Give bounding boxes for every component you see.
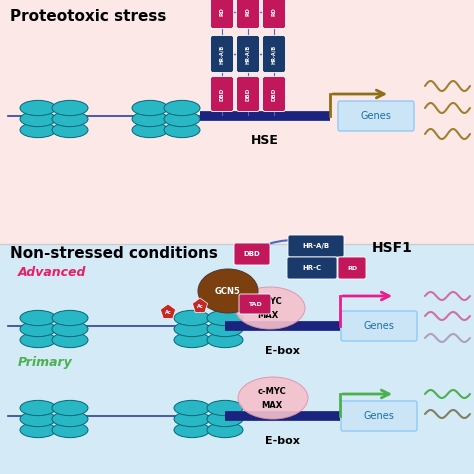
FancyBboxPatch shape xyxy=(210,0,234,28)
Text: E-box: E-box xyxy=(264,436,300,446)
Ellipse shape xyxy=(52,401,88,416)
FancyBboxPatch shape xyxy=(210,36,234,73)
Text: Advanced: Advanced xyxy=(18,266,86,279)
Ellipse shape xyxy=(20,111,56,127)
Ellipse shape xyxy=(52,100,88,116)
Text: HR-C: HR-C xyxy=(302,265,321,271)
Ellipse shape xyxy=(174,422,210,438)
Ellipse shape xyxy=(238,377,308,419)
Text: MAX: MAX xyxy=(257,311,279,320)
Ellipse shape xyxy=(207,310,243,326)
Text: Genes: Genes xyxy=(361,111,392,121)
Text: E-box: E-box xyxy=(264,346,300,356)
Text: GCN5: GCN5 xyxy=(215,286,241,295)
Ellipse shape xyxy=(52,411,88,427)
FancyBboxPatch shape xyxy=(341,311,417,341)
Ellipse shape xyxy=(174,310,210,326)
Ellipse shape xyxy=(207,332,243,347)
Ellipse shape xyxy=(20,321,56,337)
Ellipse shape xyxy=(20,422,56,438)
Text: Ac: Ac xyxy=(164,310,171,315)
Ellipse shape xyxy=(52,111,88,127)
Text: DBD: DBD xyxy=(272,87,276,100)
Text: HR-A/B: HR-A/B xyxy=(302,243,329,249)
Ellipse shape xyxy=(20,411,56,427)
FancyBboxPatch shape xyxy=(237,0,259,28)
FancyBboxPatch shape xyxy=(234,243,270,265)
Ellipse shape xyxy=(207,422,243,438)
Ellipse shape xyxy=(164,100,200,116)
FancyBboxPatch shape xyxy=(287,257,337,279)
Text: HR-A/B: HR-A/B xyxy=(246,45,250,64)
Text: Ac: Ac xyxy=(197,303,203,309)
Ellipse shape xyxy=(174,332,210,347)
FancyBboxPatch shape xyxy=(237,36,259,73)
Ellipse shape xyxy=(198,269,258,313)
Ellipse shape xyxy=(52,422,88,438)
Ellipse shape xyxy=(207,401,243,416)
Ellipse shape xyxy=(20,100,56,116)
Text: RD: RD xyxy=(347,265,357,271)
Text: c-MYC: c-MYC xyxy=(254,297,283,306)
Text: DBD: DBD xyxy=(219,87,225,100)
Bar xyxy=(0,244,474,474)
Text: Genes: Genes xyxy=(364,321,394,331)
FancyBboxPatch shape xyxy=(263,0,285,28)
Ellipse shape xyxy=(164,111,200,127)
Ellipse shape xyxy=(132,122,168,137)
Text: DBD: DBD xyxy=(244,251,260,257)
Ellipse shape xyxy=(132,111,168,127)
Text: RD: RD xyxy=(272,8,276,17)
Ellipse shape xyxy=(20,122,56,137)
Text: HR-A/B: HR-A/B xyxy=(272,45,276,64)
Ellipse shape xyxy=(20,401,56,416)
Ellipse shape xyxy=(235,287,305,329)
Ellipse shape xyxy=(174,321,210,337)
Text: Genes: Genes xyxy=(364,411,394,421)
Text: MAX: MAX xyxy=(261,401,283,410)
Ellipse shape xyxy=(52,332,88,347)
Ellipse shape xyxy=(207,411,243,427)
FancyBboxPatch shape xyxy=(263,36,285,73)
FancyBboxPatch shape xyxy=(338,257,366,279)
Text: RD: RD xyxy=(246,8,250,17)
Bar xyxy=(0,0,474,244)
Ellipse shape xyxy=(52,122,88,137)
FancyBboxPatch shape xyxy=(239,294,271,314)
Ellipse shape xyxy=(20,310,56,326)
FancyBboxPatch shape xyxy=(237,76,259,111)
FancyBboxPatch shape xyxy=(341,401,417,431)
Text: Non-stressed conditions: Non-stressed conditions xyxy=(10,246,218,261)
Text: HSF1: HSF1 xyxy=(372,241,413,255)
Text: RD: RD xyxy=(219,8,225,17)
Text: TAD: TAD xyxy=(248,301,262,307)
Ellipse shape xyxy=(52,310,88,326)
Text: Proteotoxic stress: Proteotoxic stress xyxy=(10,9,166,24)
Text: Primary: Primary xyxy=(18,356,73,369)
FancyBboxPatch shape xyxy=(288,235,344,257)
Text: HSE: HSE xyxy=(251,134,279,147)
FancyBboxPatch shape xyxy=(210,76,234,111)
Ellipse shape xyxy=(20,332,56,347)
Ellipse shape xyxy=(174,401,210,416)
Text: DBD: DBD xyxy=(246,87,250,100)
Ellipse shape xyxy=(52,321,88,337)
Ellipse shape xyxy=(174,411,210,427)
Ellipse shape xyxy=(132,100,168,116)
Text: c-MYC: c-MYC xyxy=(258,386,286,395)
Text: HR-A/B: HR-A/B xyxy=(219,45,225,64)
Ellipse shape xyxy=(207,321,243,337)
FancyBboxPatch shape xyxy=(263,76,285,111)
FancyBboxPatch shape xyxy=(338,101,414,131)
Ellipse shape xyxy=(164,122,200,137)
